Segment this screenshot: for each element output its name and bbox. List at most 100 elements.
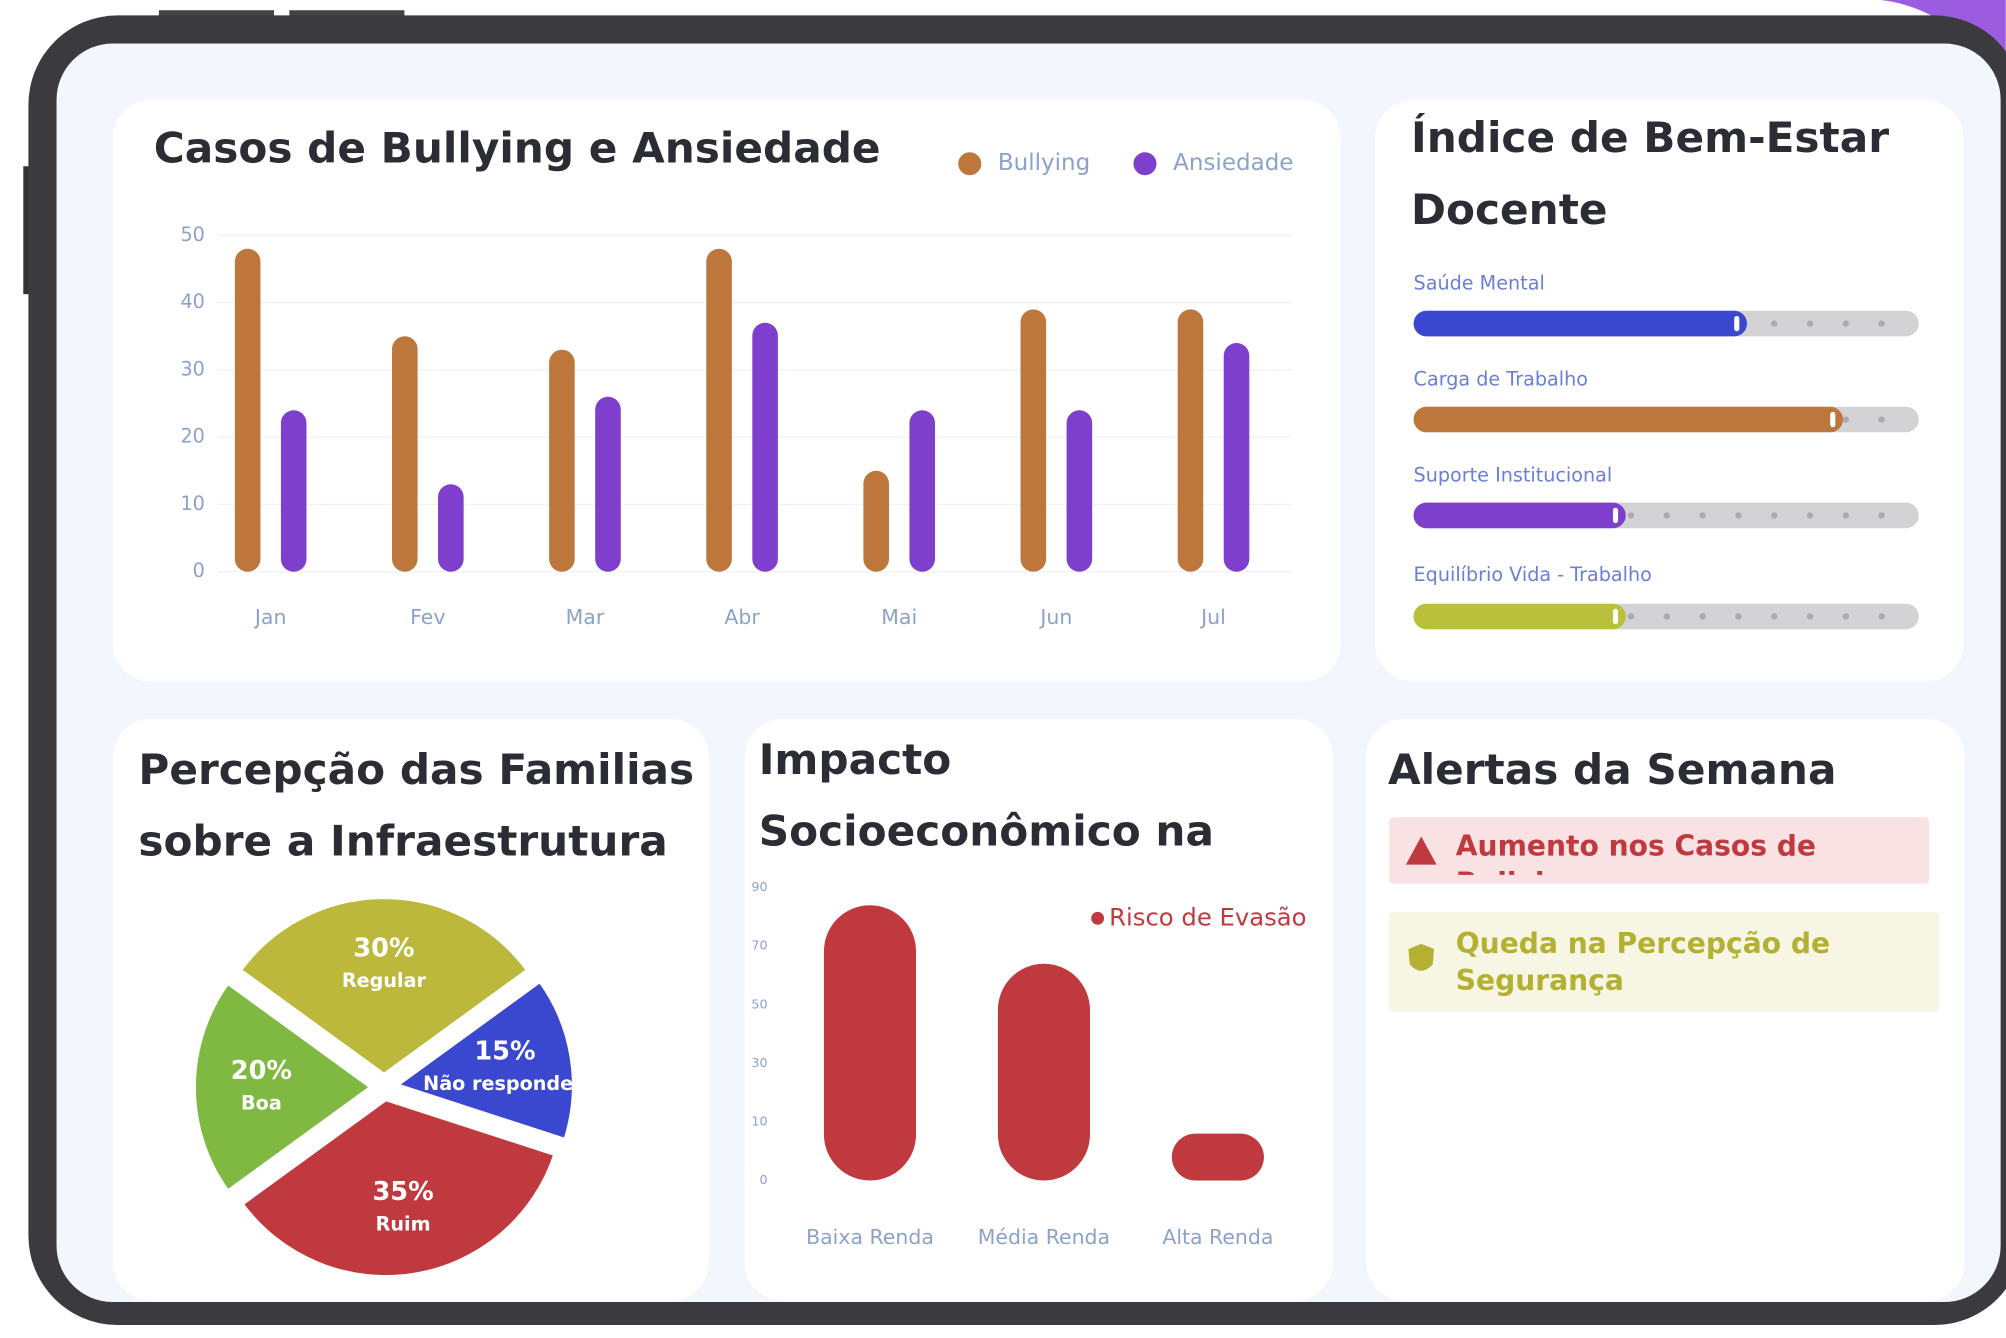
chart-title: Casos de Bullying e Ansiedade [154, 113, 921, 185]
x-tick-label: Baixa Renda [806, 1225, 934, 1249]
legend-marker [958, 152, 981, 175]
title-box: Alertas da Semana [1388, 734, 1951, 811]
x-tick-label: Média Renda [978, 1225, 1110, 1249]
progress-bar [1414, 604, 1626, 630]
track-dot [1771, 512, 1777, 518]
title-box: Impacto Socioeconômico na Permanência Es… [759, 724, 1328, 877]
track-dot [1843, 320, 1849, 326]
track-dot [1878, 512, 1884, 518]
bar [824, 905, 916, 1180]
bar [706, 249, 732, 572]
bar [752, 323, 778, 572]
progress-label: Saúde Mental [1414, 271, 1545, 294]
chart-title: Percepção das Familias sobre a Infraestr… [138, 734, 701, 877]
legend-marker [1133, 152, 1156, 175]
slice-label: Ruim [376, 1212, 431, 1235]
track-dot [1628, 512, 1634, 518]
chart-title: Impacto Socioeconômico na Permanência Es… [759, 724, 1328, 877]
track-dot [1807, 320, 1813, 326]
progress-label: Carga de Trabalho [1414, 367, 1588, 390]
progress-label: Equilíbrio Vida - Trabalho [1414, 563, 1652, 586]
y-tick-label: 50 [180, 223, 204, 246]
y-tick-label: 10 [751, 1114, 767, 1129]
slice-value-label: 15% [474, 1037, 535, 1067]
track-dot [1878, 320, 1884, 326]
x-tick-label: Fev [410, 605, 445, 629]
y-tick-label: 90 [751, 880, 767, 895]
progress-bar [1414, 503, 1626, 529]
progress-knob [1734, 316, 1739, 331]
track-dot [1735, 512, 1741, 518]
track-dot [1699, 613, 1705, 619]
track-dot [1699, 512, 1705, 518]
track-dot [1878, 613, 1884, 619]
title-box: Índice de Bem-Estar Docente [1411, 102, 1923, 255]
bar [281, 410, 307, 571]
bar [549, 350, 575, 572]
slice-value-label: 20% [231, 1056, 292, 1086]
alert-text: Aumento nos Casos de Bullying [1456, 829, 1929, 875]
y-tick-label: 50 [751, 997, 767, 1012]
bar [863, 471, 889, 572]
x-tick-label: Jun [1038, 605, 1072, 629]
y-tick-label: 30 [751, 1056, 767, 1071]
x-tick-label: Alta Renda [1162, 1225, 1273, 1249]
bar [1067, 410, 1093, 571]
track-dot [1843, 613, 1849, 619]
alert-box-text: Aumento nos Casos de Bullying [1456, 829, 1929, 875]
slice-label: Boa [241, 1091, 282, 1114]
track-dot [1807, 613, 1813, 619]
alerts-title: Alertas da Semana [1388, 734, 1951, 806]
progress-knob [1613, 508, 1618, 523]
bar [1224, 343, 1250, 572]
track-dot [1843, 416, 1849, 422]
y-tick-label: 70 [751, 939, 767, 954]
legend-label: Risco de Evasão [1109, 902, 1306, 931]
bar [235, 249, 261, 572]
alert-text: Queda na Percepção de Segurança [1456, 926, 1840, 1000]
track-dot [1771, 320, 1777, 326]
x-tick-label: Jan [253, 605, 287, 629]
y-tick-label: 20 [180, 425, 204, 448]
bar [438, 484, 464, 571]
x-tick-label: Jul [1199, 605, 1226, 629]
y-tick-label: 40 [180, 290, 204, 313]
y-tick-label: 10 [180, 492, 204, 515]
y-tick-label: 0 [193, 559, 205, 582]
y-tick-label: 0 [760, 1173, 768, 1188]
progress-label: Suporte Institucional [1414, 463, 1613, 486]
legend-label: Bullying [998, 150, 1090, 176]
dashboard: Casos de Bullying e Ansiedade Índice de … [0, 0, 2006, 1334]
x-tick-label: Mar [566, 605, 605, 629]
legend-marker [1091, 912, 1104, 925]
track-dot [1807, 512, 1813, 518]
legend-label: Ansiedade [1173, 150, 1293, 176]
shield-icon [1408, 944, 1434, 971]
bar [1178, 309, 1204, 571]
y-tick-label: 30 [180, 357, 204, 380]
track-dot [1664, 613, 1670, 619]
title-box: Percepção das Familias sobre a Infraestr… [138, 734, 701, 887]
track-dot [1735, 613, 1741, 619]
slice-label: Não respondeu [423, 1072, 587, 1095]
page: Casos de Bullying e Ansiedade Índice de … [0, 0, 2006, 1334]
track-dot [1664, 512, 1670, 518]
title-box: Casos de Bullying e Ansiedade [154, 113, 921, 190]
alert-box-text: Queda na Percepção de Segurança [1456, 926, 1840, 1008]
slice-label: Regular [342, 969, 427, 992]
track-dot [1771, 613, 1777, 619]
progress-knob [1830, 412, 1835, 427]
chart-title: Índice de Bem-Estar Docente [1411, 102, 1923, 245]
bar [595, 397, 621, 572]
progress-knob [1613, 609, 1618, 624]
track-dot [1628, 613, 1634, 619]
slice-value-label: 35% [373, 1177, 434, 1207]
bar [392, 336, 418, 571]
x-tick-label: Mai [881, 605, 917, 629]
track-dot [1843, 512, 1849, 518]
x-tick-label: Abr [724, 605, 760, 629]
bar [1021, 309, 1047, 571]
progress-bar [1414, 311, 1747, 337]
bar [909, 410, 935, 571]
slice-value-label: 30% [353, 933, 414, 963]
